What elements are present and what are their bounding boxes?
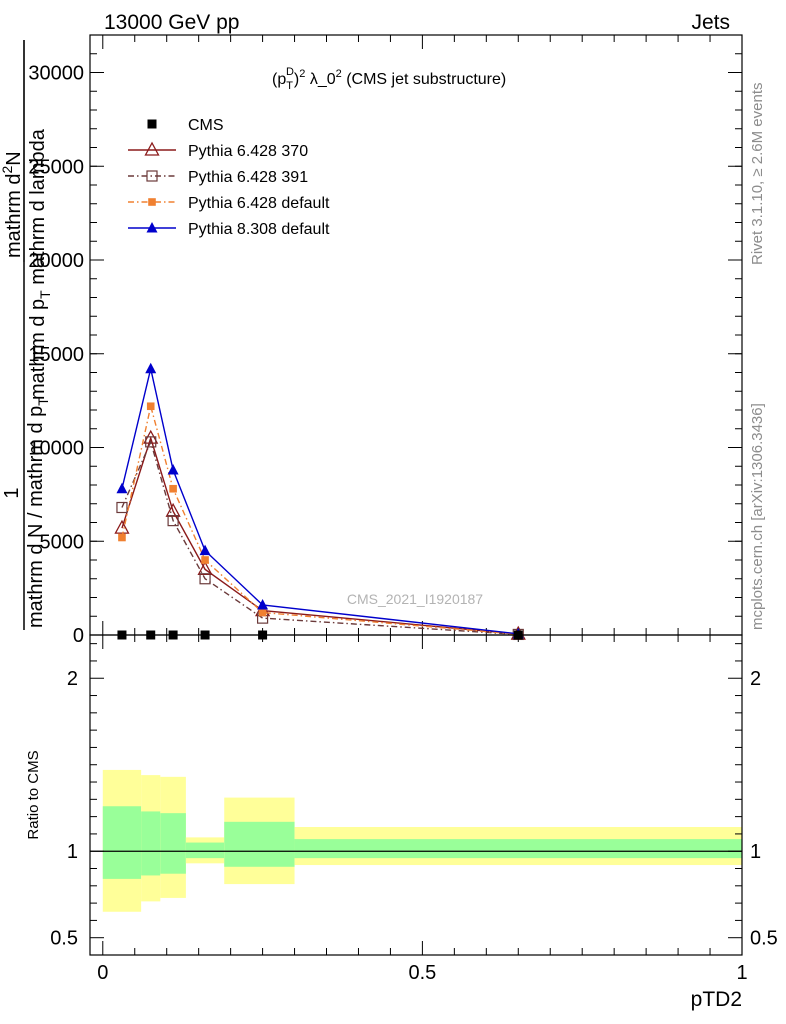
title-sup: D [286, 66, 294, 78]
main-y-label: 1 mathrm d N / mathrm d pT mathrm d2N ma… [0, 40, 53, 630]
marker-square-open [146, 170, 158, 182]
marker-triangle [116, 482, 128, 494]
marker-square-small [169, 484, 177, 493]
main-y-tick-label: 15000 [28, 344, 84, 366]
main-y-tick-label: 25000 [28, 156, 84, 178]
ylabel-num2-text: mathrm d [3, 174, 25, 258]
title-part-b: ) [294, 71, 299, 88]
marker-triangle-open [165, 502, 181, 517]
ratio-y-label: Ratio to CMS [25, 750, 42, 839]
x-tick-label: 0.5 [408, 962, 436, 984]
ratio-y-tick-label-right: 0.5 [750, 928, 778, 950]
legend-label: Pythia 6.428 default [188, 195, 330, 212]
main-y-tick-label: 5000 [40, 531, 85, 553]
marker-triangle [145, 362, 157, 374]
ratio-band-inner [294, 839, 742, 859]
main-y-tick-label: 20000 [28, 250, 84, 272]
marker-square-small [258, 608, 267, 617]
ratio-band-inner [141, 811, 161, 876]
ratio-frame [89, 634, 743, 956]
ylabel-den-sub: T [35, 397, 51, 406]
legend-label: Pythia 6.428 370 [188, 143, 308, 160]
marker-triangle-open [144, 141, 160, 156]
ylabel-num2-sup: 2 [0, 166, 15, 174]
legend-label: Pythia 8.308 default [188, 221, 330, 238]
main-series [114, 362, 526, 641]
ratio-band-inner [102, 806, 142, 879]
ratio-bands [102, 769, 742, 912]
ylabel-den2-text: mathrm d p [27, 299, 49, 400]
mcplots-label: mcplots.cern.ch [arXiv:1306.3436] [749, 403, 766, 630]
main-y-tick-label: 30000 [28, 63, 84, 85]
marker-triangle [199, 544, 211, 556]
title-sub: T [286, 80, 293, 92]
x-tick-label: 1 [736, 962, 747, 984]
marker-square-small [118, 533, 126, 542]
marker-square-open [199, 573, 211, 585]
title-sup2: 2 [299, 68, 305, 80]
marker-triangle-open [114, 519, 130, 534]
marker-triangle [146, 222, 158, 233]
rivet-label: Rivet 3.1.10, ≥ 2.6M events [749, 83, 766, 266]
ylabel-den-text: mathrm d N / mathrm d p [25, 406, 47, 628]
title-sup3: 2 [336, 68, 342, 80]
marker-square-small [146, 402, 155, 411]
ylabel-den: mathrm d N / mathrm d pT [25, 397, 51, 628]
x-axis-label: pTD2 [691, 988, 742, 1011]
main-y-ticks: 0 5000 10000 15000 20000 25000 30000 [28, 34, 742, 647]
ylabel-num2-rest: N [3, 151, 25, 165]
legend: CMS Pythia 6.428 370 Pythia 6.428 391 Pythi… [128, 117, 330, 238]
series-line [121, 439, 519, 636]
chart-title: (pTD)2 λ_02 (CMS jet substructure) [272, 66, 506, 92]
analysis-watermark: CMS_2021_I1920187 [347, 591, 483, 607]
title-part-c: λ_0 [305, 71, 335, 88]
legend-label: Pythia 6.428 391 [188, 169, 308, 186]
marker-triangle-open [197, 561, 213, 576]
header-right: Jets [691, 11, 730, 34]
ratio-y-tick-label: 0.5 [50, 928, 78, 950]
marker-square-small [201, 556, 209, 564]
marker-triangle [257, 599, 269, 610]
ylabel-den2: mathrm d pT mathrm d lambda [27, 128, 53, 400]
ylabel-den2-rest: mathrm d lambda [27, 128, 49, 290]
marker-square [147, 119, 157, 129]
ratio-panel: 0.5 0.51 12 2 0 0.5 1 Ratio to CMS pTD2 [25, 634, 778, 1011]
ylabel-den2-sub: T [37, 290, 53, 299]
main-y-tick-label: 10000 [28, 438, 84, 460]
title-part-a: (p [272, 71, 286, 88]
main-x-ticks [102, 35, 743, 635]
ylabel-one: 1 [1, 487, 23, 498]
x-tick-label: 0 [97, 962, 108, 984]
ratio-band-inner [185, 842, 225, 859]
series-line [121, 406, 519, 635]
ratio-x-ticks: 0 0.5 1 [97, 635, 748, 984]
ratio-y-tick-label-right: 1 [750, 841, 761, 863]
ratio-y-ticks: 0.5 0.5 1 1 2 2 [50, 643, 778, 950]
legend-label: CMS [188, 117, 224, 134]
ratio-y-tick-label-right: 2 [750, 668, 761, 690]
marker-square-open [116, 501, 128, 514]
ratio-band-inner [224, 821, 295, 867]
main-y-tick-label: 0 [73, 625, 84, 647]
ratio-band-inner [160, 813, 186, 874]
marker-square-small [148, 198, 156, 206]
title-part-d: (CMS jet substructure) [342, 71, 506, 88]
marker-square-open [145, 436, 157, 448]
marker-triangle [167, 464, 179, 475]
series-line [121, 368, 519, 635]
ratio-y-tick-label: 2 [67, 668, 78, 690]
marker-square-open [167, 515, 179, 527]
ratio-y-tick-label: 1 [67, 841, 78, 863]
header-left: 13000 GeV pp [104, 11, 239, 34]
ylabel-num2: mathrm d2N [0, 151, 25, 258]
